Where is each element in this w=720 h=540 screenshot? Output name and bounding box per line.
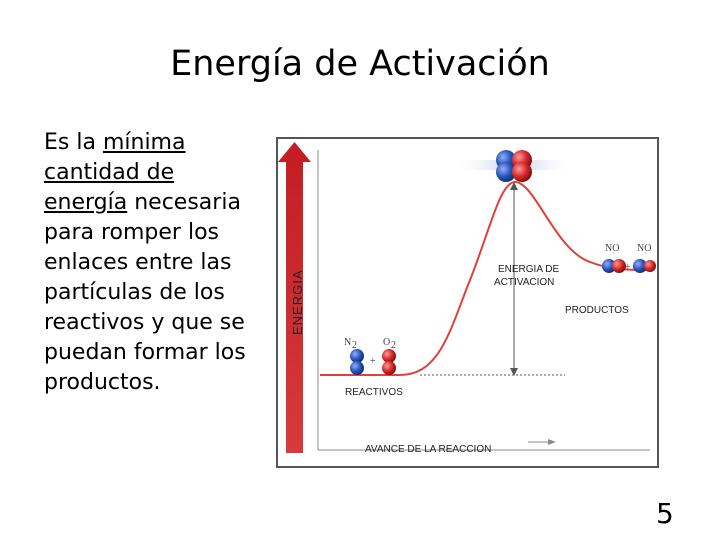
activation-energy-arrow [510,182,518,376]
reactant-molecules: N 2 O 2 + [344,337,396,375]
no-molecule-2 [633,259,647,273]
reactant-o-subscript: 2 [391,340,396,351]
reactant-plus: + [370,356,376,367]
slide-title: Energía de Activación [170,44,550,84]
activation-label-line1: ENERGIA DE [498,264,559,275]
product-no-2: NO [637,243,651,254]
y-axis-label: ENERGIA [290,269,305,335]
energy-axis-arrow [278,142,311,453]
description-text: Es la mínima cantidad de energía necesar… [44,128,259,398]
description-rest: necesaria para romper los enlaces entre … [44,190,246,395]
reactant-n-subscript: 2 [352,340,357,351]
n2-molecule [350,349,364,363]
transition-state-molecule [455,150,573,182]
product-molecules: NO NO + [602,243,656,273]
diagram-frame [276,137,659,468]
description-lead: Es la [44,130,96,155]
products-label: PRODUCTOS [565,305,629,316]
no-molecule-1 [602,259,616,273]
activation-label-line2: ACTIVACION [494,277,554,288]
reactant-o-symbol: O [383,337,390,348]
reaction-progress-arrow [528,439,556,445]
reactant-n-symbol: N [344,337,351,348]
x-axis-label: AVANCE DE LA REACCION [365,444,491,455]
product-no-1: NO [605,243,619,254]
energy-curve [320,180,651,376]
product-plus: + [625,262,631,273]
o2-molecule [382,349,396,363]
description-emphasis: mínima cantidad de energía [44,130,186,215]
page-number: 5 [656,497,674,530]
reactants-label: REACTIVOS [345,387,403,398]
